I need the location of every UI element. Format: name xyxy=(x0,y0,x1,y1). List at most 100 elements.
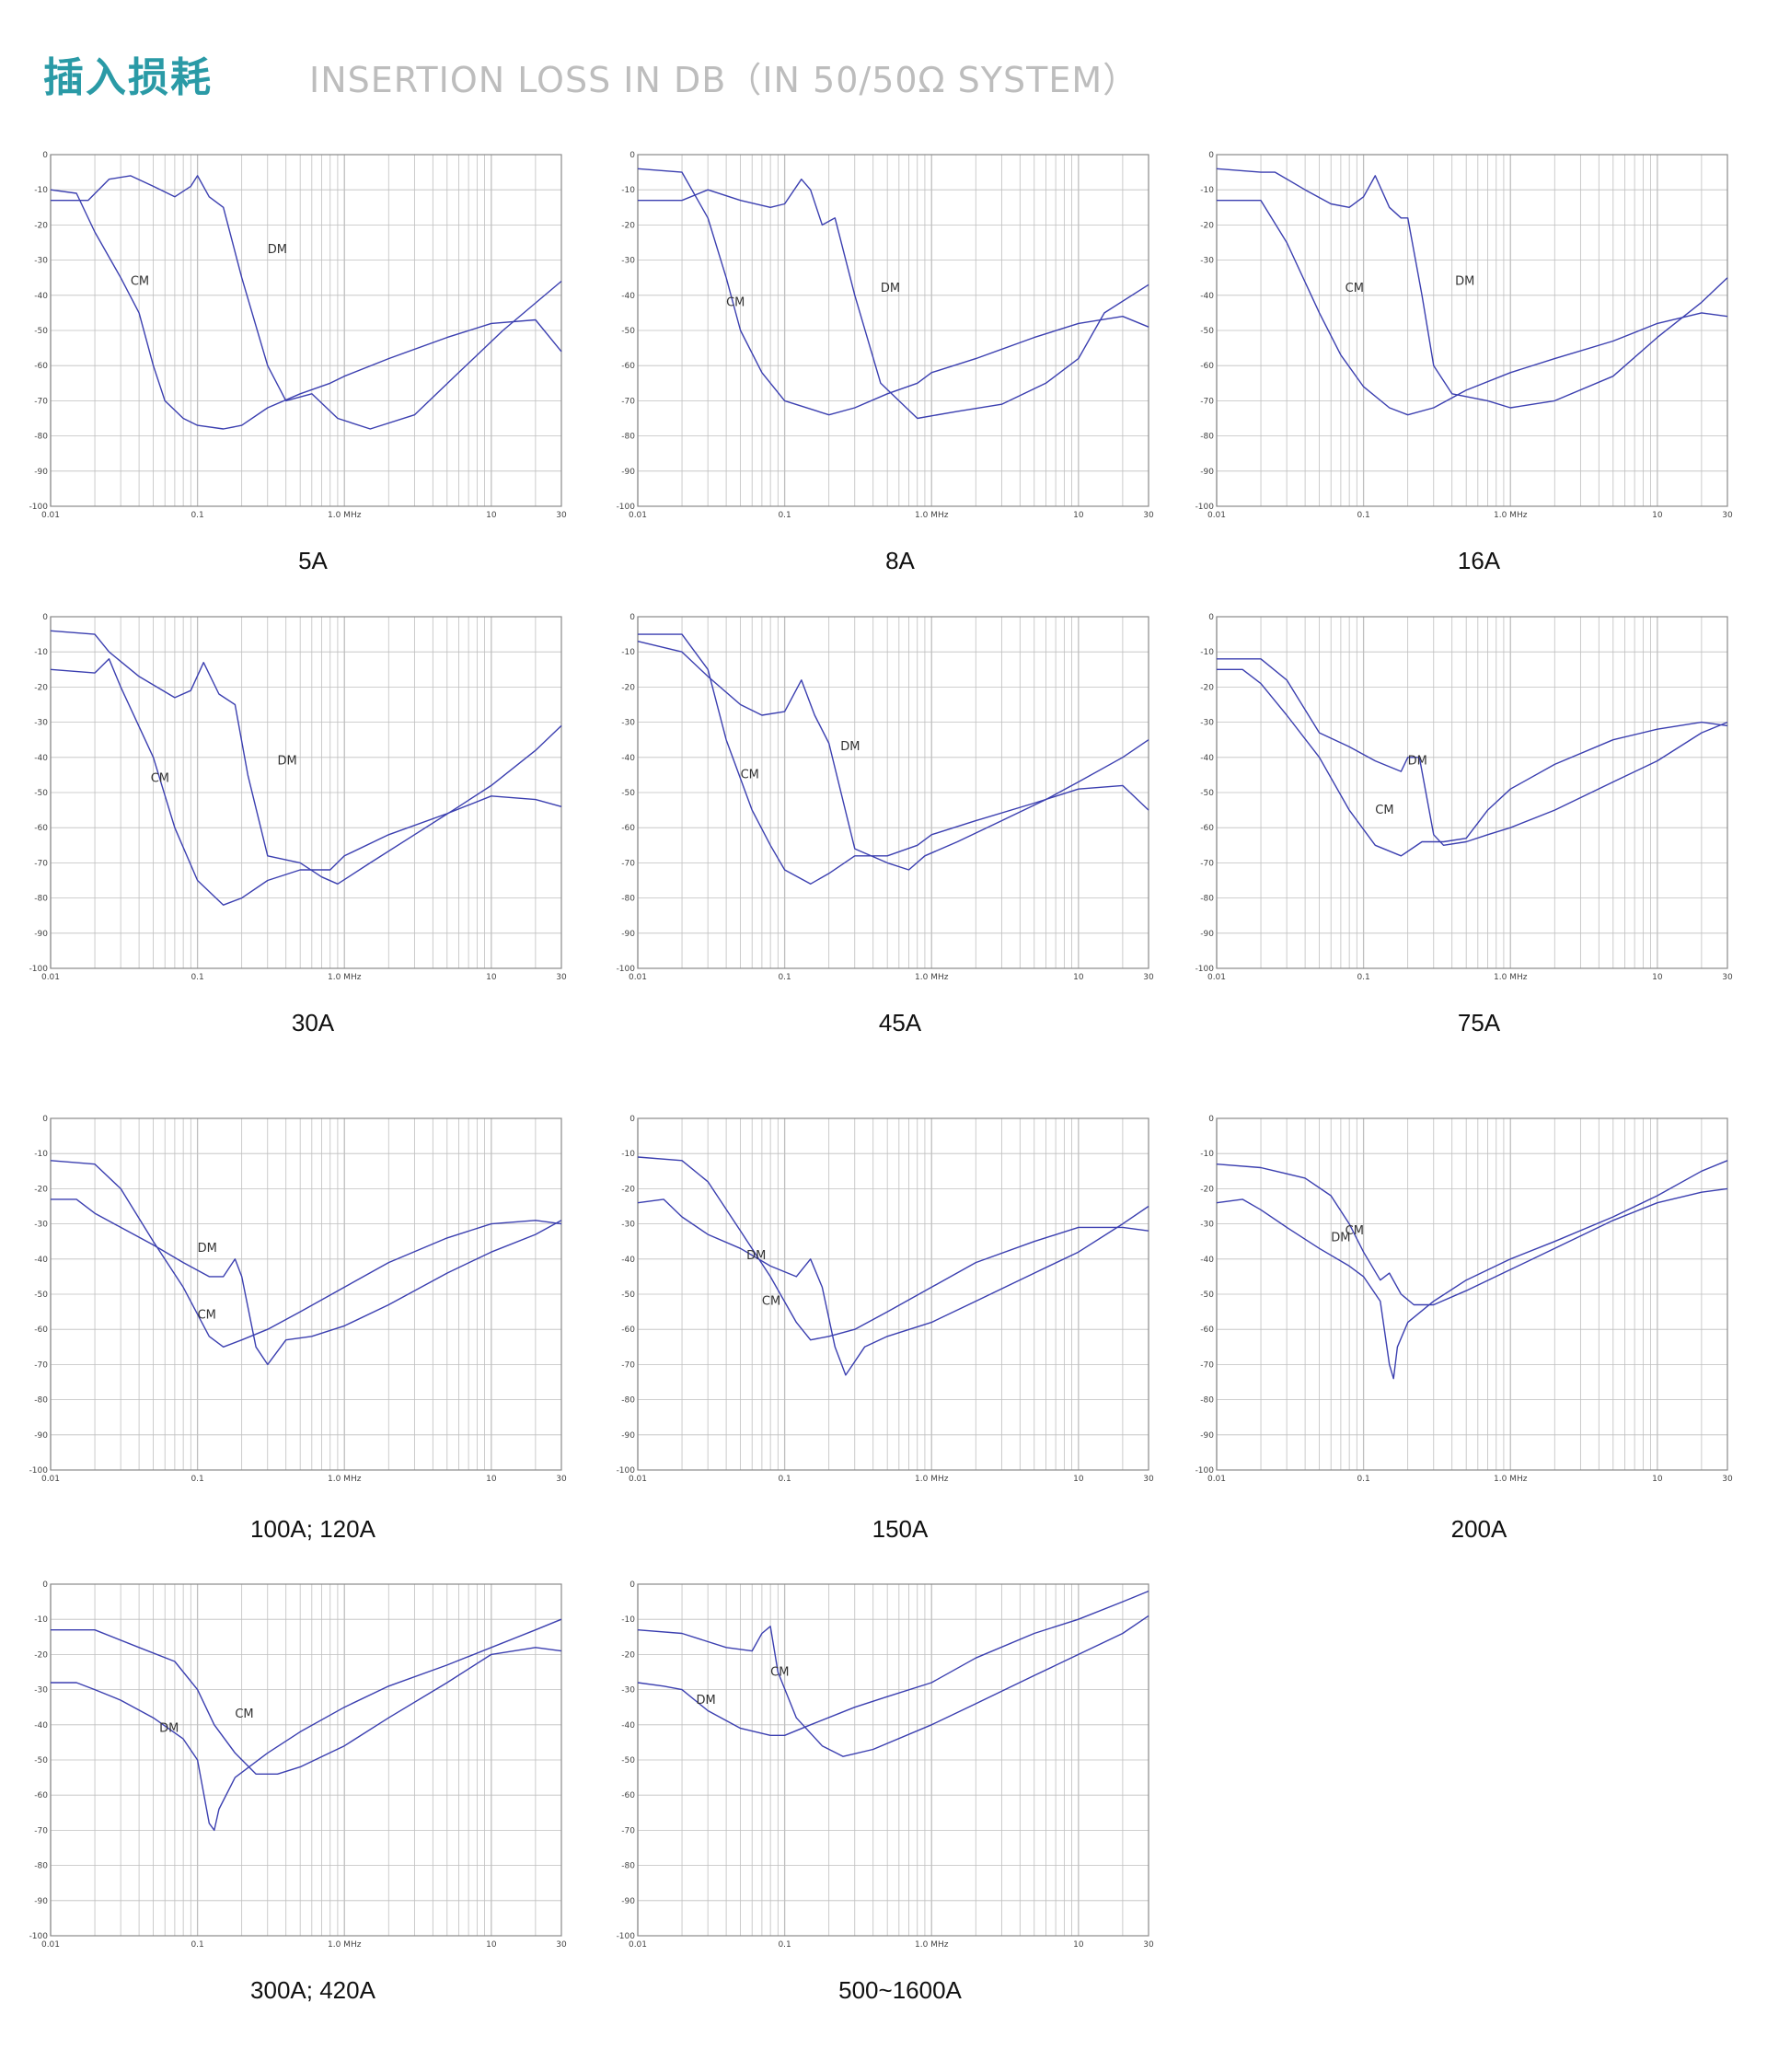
x-tick-label: 1.0 MHz xyxy=(328,973,362,982)
y-tick-label: -50 xyxy=(621,789,635,798)
y-tick-label: -10 xyxy=(34,186,48,195)
plot-frame xyxy=(50,616,562,969)
chart-caption: 45A xyxy=(878,1009,922,1036)
x-tick-label: 10 xyxy=(1073,973,1084,982)
x-tick-label: 0.1 xyxy=(191,1940,203,1950)
series-line-cm xyxy=(1217,668,1728,857)
series-label-cm: CM xyxy=(726,295,745,309)
y-tick-label: -10 xyxy=(621,1615,635,1625)
y-tick-label: -60 xyxy=(34,1791,48,1800)
y-tick-label: -40 xyxy=(621,1721,635,1731)
y-tick-label: -60 xyxy=(621,1791,635,1800)
chart-panel-30a: 0 -10 -20 -30 -40 -50 -60 -70 -80 -90 -100 0.01 0.1 1… xyxy=(29,608,589,1068)
y-tick-label: -10 xyxy=(1200,1150,1214,1159)
y-tick-label: -90 xyxy=(1200,468,1214,477)
chart-panel-500-1600a: 0 -10 -20 -30 -40 -50 -60 -70 -80 -90 -100 0.01 0.1 1… xyxy=(617,1575,1176,2035)
x-tick-label: 0.01 xyxy=(41,973,60,982)
x-tick-label: 10 xyxy=(486,973,497,982)
y-tick-label: -100 xyxy=(29,503,49,512)
x-tick-label: 1.0 MHz xyxy=(1494,1475,1528,1484)
x-tick-label: 30 xyxy=(1143,973,1154,982)
plot-frame xyxy=(1216,1117,1728,1471)
x-tick-label: 0.01 xyxy=(1207,1475,1226,1484)
x-tick-label: 10 xyxy=(1073,511,1084,520)
chart-caption: 8A xyxy=(885,547,915,574)
y-tick-label: 0 xyxy=(629,151,635,160)
chart-caption: 30A xyxy=(291,1009,335,1036)
x-tick-label: 10 xyxy=(486,1475,497,1484)
series-label-dm: DM xyxy=(881,282,900,295)
chart-panel-16a: 0 -10 -20 -30 -40 -50 -60 -70 -80 -90 -100 0.01 0.1 1… xyxy=(1195,145,1755,606)
chart-panel-5a: 0 -10 -20 -30 -40 -50 -60 -70 -80 -90 -100 0.01 0.1 1… xyxy=(29,145,589,606)
x-tick-label: 1.0 MHz xyxy=(915,511,949,520)
y-tick-label: -90 xyxy=(34,468,48,477)
y-tick-label: -20 xyxy=(621,221,635,230)
y-tick-label: -30 xyxy=(621,257,635,266)
y-tick-label: -40 xyxy=(34,754,48,763)
y-tick-label: -10 xyxy=(621,186,635,195)
y-tick-label: -30 xyxy=(621,1686,635,1696)
y-tick-label: -20 xyxy=(1200,683,1214,692)
y-tick-label: -80 xyxy=(621,1862,635,1871)
series-label-dm: DM xyxy=(697,1694,716,1707)
series-label-cm: CM xyxy=(198,1309,216,1323)
y-tick-label: -100 xyxy=(617,1466,636,1476)
y-tick-label: -90 xyxy=(1200,1431,1214,1441)
series-line-cm xyxy=(637,1615,1149,1757)
y-tick-label: -100 xyxy=(29,1466,49,1476)
x-tick-label: 0.1 xyxy=(191,973,203,982)
x-tick-label: 0.01 xyxy=(41,1940,60,1950)
y-tick-label: -80 xyxy=(1200,895,1214,904)
y-tick-label: -40 xyxy=(621,292,635,301)
y-tick-label: -90 xyxy=(621,930,635,939)
y-tick-label: -20 xyxy=(1200,1185,1214,1194)
y-tick-label: -50 xyxy=(34,1756,48,1765)
y-tick-label: -50 xyxy=(1200,789,1214,798)
y-tick-label: -40 xyxy=(621,1256,635,1265)
y-tick-label: 0 xyxy=(1208,1115,1214,1124)
series-label-dm: DM xyxy=(746,1249,766,1263)
series-label-dm: DM xyxy=(159,1721,179,1735)
y-tick-label: -50 xyxy=(621,1756,635,1765)
y-tick-label: 0 xyxy=(629,613,635,622)
y-tick-label: -30 xyxy=(34,257,48,266)
y-tick-label: -40 xyxy=(34,1721,48,1731)
plot-frame xyxy=(637,1583,1149,1937)
chart-panel-300a-420a: 0 -10 -20 -30 -40 -50 -60 -70 -80 -90 -100 0.01 0.1 1… xyxy=(29,1575,589,2035)
y-tick-label: -60 xyxy=(621,362,635,371)
x-tick-label: 10 xyxy=(1073,1475,1084,1484)
plot-frame xyxy=(50,1583,562,1937)
y-tick-label: -100 xyxy=(29,1932,49,1941)
y-tick-label: -70 xyxy=(34,859,48,868)
series-line-cm xyxy=(1216,1163,1728,1306)
series-label-cm: CM xyxy=(1345,1224,1364,1238)
y-tick-label: -50 xyxy=(1200,1291,1214,1300)
plot-frame xyxy=(1216,154,1728,507)
y-tick-label: -80 xyxy=(34,895,48,904)
y-tick-label: 0 xyxy=(42,1115,48,1124)
y-tick-label: -40 xyxy=(1200,292,1214,301)
chart-panel-100a-120a: 0 -10 -20 -30 -40 -50 -60 -70 -80 -90 -100 0.01 0.1 1… xyxy=(29,1109,589,1569)
y-tick-label: 0 xyxy=(42,1580,48,1590)
chart-caption: 150A xyxy=(872,1515,929,1543)
x-tick-label: 0.01 xyxy=(1207,511,1226,520)
y-tick-label: -80 xyxy=(621,433,635,442)
y-tick-label: -60 xyxy=(621,1325,635,1335)
series-line-cm xyxy=(51,1629,562,1775)
y-tick-label: -60 xyxy=(1200,824,1214,833)
x-tick-label: 30 xyxy=(556,511,567,520)
series-label-dm: DM xyxy=(1331,1232,1350,1245)
x-tick-label: 0.01 xyxy=(629,1475,647,1484)
series-label-dm: DM xyxy=(1455,274,1474,288)
x-tick-label: 30 xyxy=(1722,511,1733,520)
series-line-cm xyxy=(50,189,562,430)
series-line-dm xyxy=(637,641,1149,871)
y-tick-label: 0 xyxy=(42,151,48,160)
